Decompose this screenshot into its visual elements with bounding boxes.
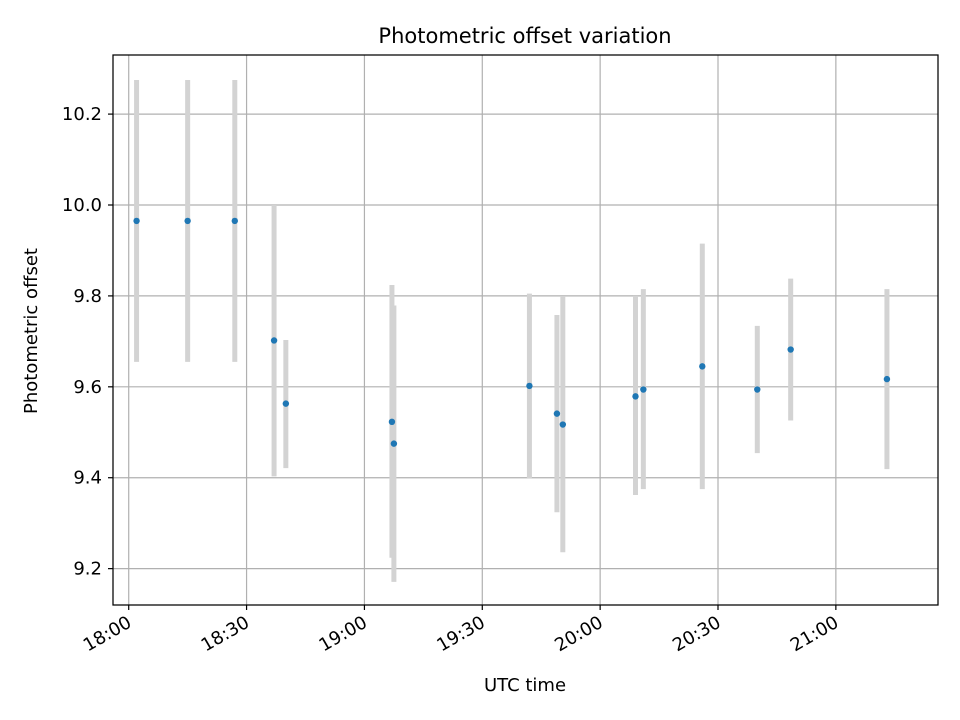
y-tick-label: 9.4 (73, 468, 102, 489)
data-point (184, 217, 191, 225)
data-point (883, 375, 891, 383)
chart-title: Photometric offset variation (378, 24, 671, 48)
data-point (699, 363, 706, 370)
data-point (754, 386, 761, 393)
y-tick-label: 9.2 (73, 559, 102, 580)
data-point (133, 217, 140, 225)
y-tick-label: 9.8 (73, 286, 102, 307)
data-points (133, 217, 891, 447)
data-point (231, 217, 238, 225)
data-point (526, 382, 533, 390)
y-tick-label: 10.2 (62, 104, 102, 125)
data-point (559, 421, 567, 428)
data-point (388, 418, 396, 426)
y-axis-ticks: 9.2 9.4 9.6 9.8 10.0 10.2 (62, 104, 113, 580)
data-point (787, 346, 794, 353)
grid (113, 55, 938, 605)
x-axis-label: UTC time (484, 675, 566, 696)
data-point (553, 410, 561, 417)
data-point (270, 337, 278, 344)
y-tick-label: 10.0 (62, 195, 102, 216)
y-tick-label: 9.6 (73, 377, 102, 398)
data-point (640, 386, 647, 393)
data-point (632, 393, 639, 400)
y-axis-label: Photometric offset (21, 248, 42, 414)
plot-frame (112, 54, 939, 606)
data-point (282, 400, 290, 407)
data-point (390, 440, 398, 447)
